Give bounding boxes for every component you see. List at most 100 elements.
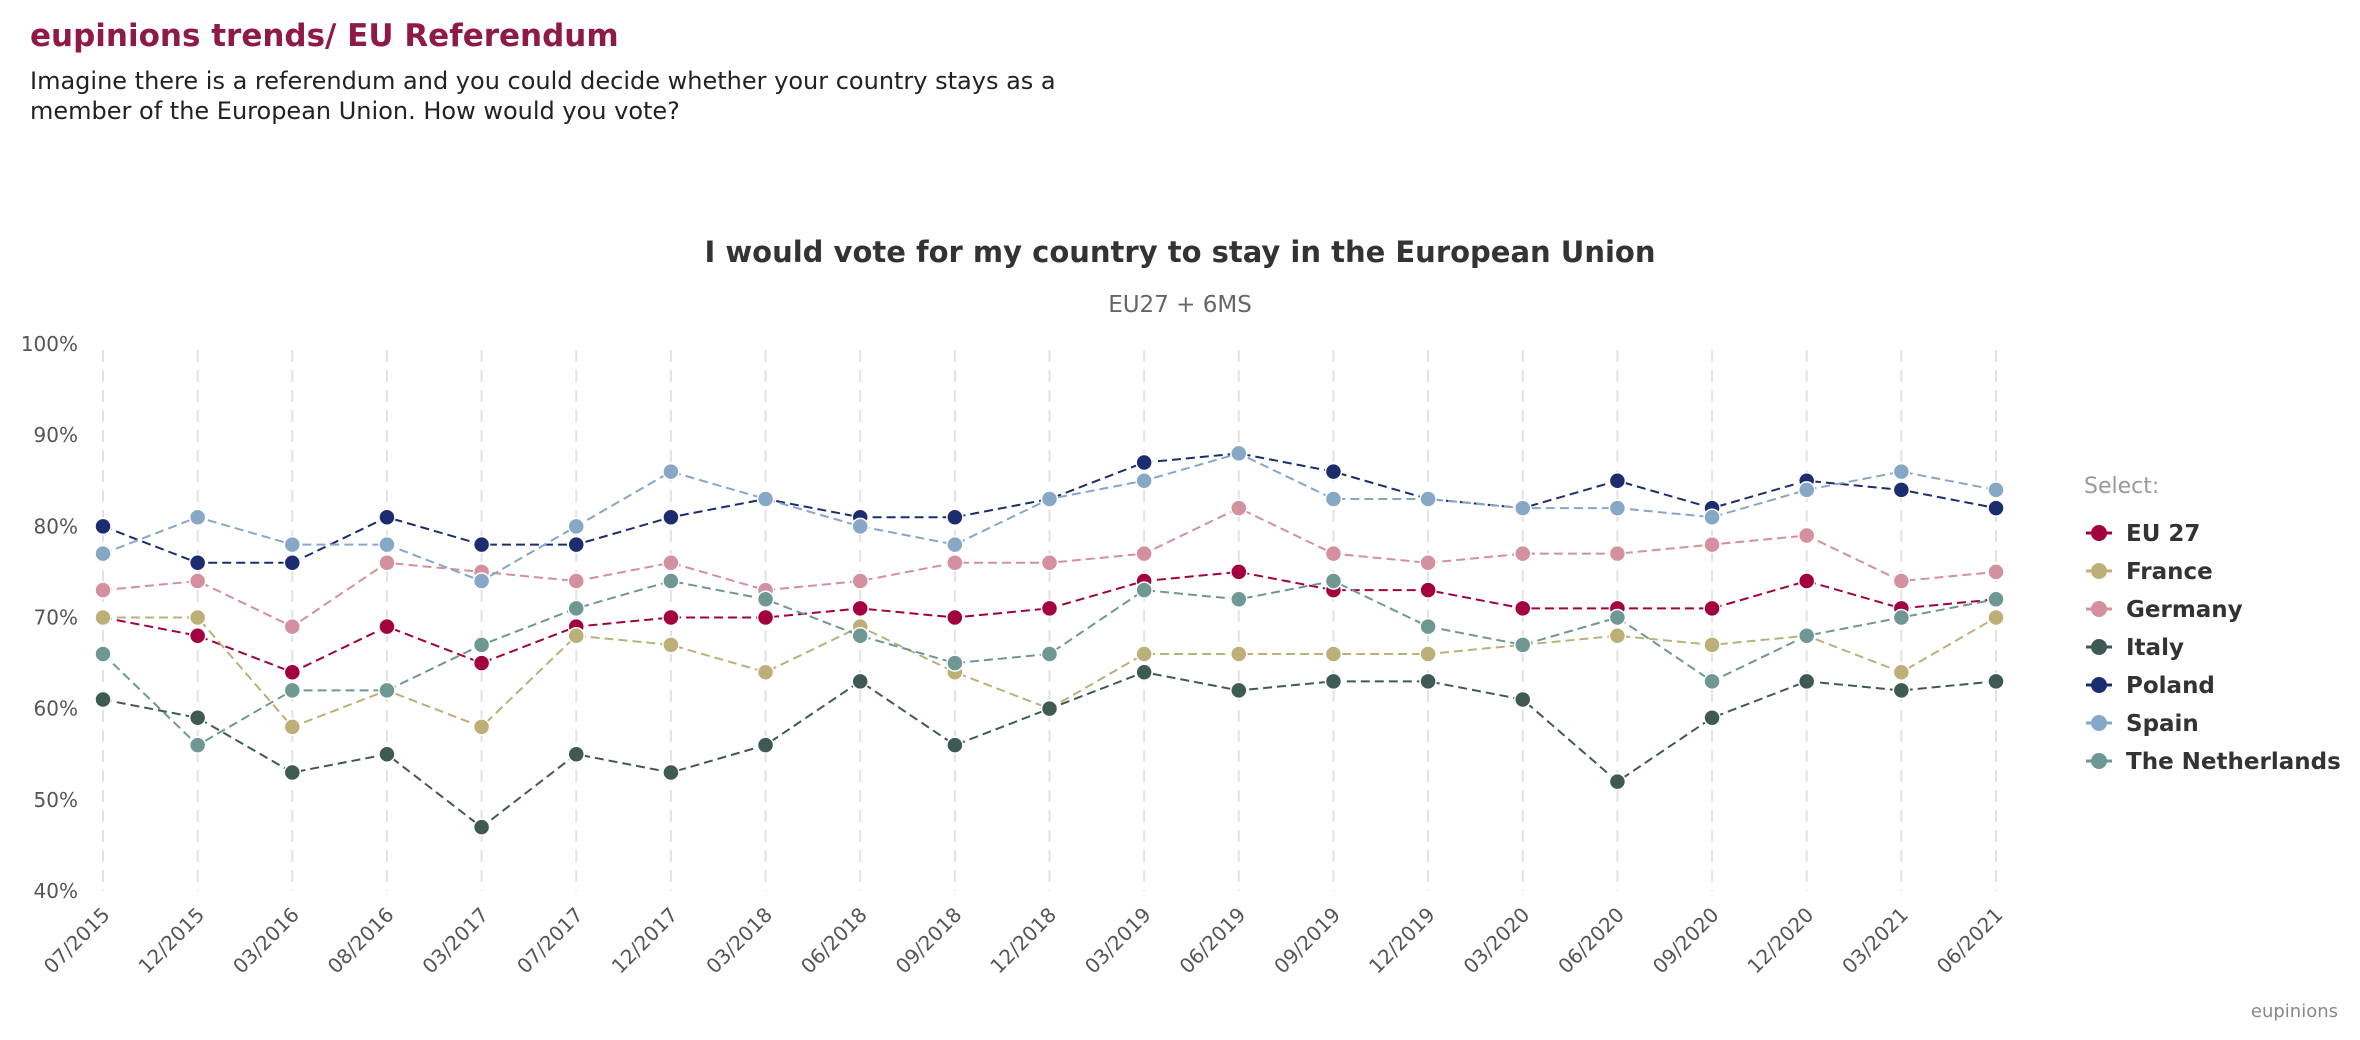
legend-item-france[interactable]: France bbox=[2086, 559, 2213, 585]
data-point[interactable] bbox=[188, 626, 207, 645]
data-point[interactable] bbox=[662, 636, 680, 654]
data-point[interactable] bbox=[188, 736, 207, 754]
data-point[interactable] bbox=[1514, 690, 1532, 709]
data-point[interactable] bbox=[1419, 581, 1437, 599]
data-point[interactable] bbox=[1040, 554, 1059, 572]
data-point[interactable] bbox=[756, 490, 775, 508]
data-point[interactable] bbox=[94, 517, 112, 536]
data-point[interactable] bbox=[1324, 645, 1343, 663]
data-point[interactable] bbox=[94, 581, 112, 599]
data-point[interactable] bbox=[1987, 481, 2005, 499]
data-point[interactable] bbox=[1040, 645, 1059, 663]
data-point[interactable] bbox=[1703, 672, 1721, 691]
data-point[interactable] bbox=[946, 554, 964, 572]
data-point[interactable] bbox=[472, 818, 491, 836]
data-point[interactable] bbox=[1987, 563, 2005, 581]
data-point[interactable] bbox=[283, 663, 302, 681]
data-point[interactable] bbox=[1797, 626, 1816, 645]
data-point[interactable] bbox=[283, 554, 302, 572]
data-point[interactable] bbox=[1608, 626, 1627, 645]
data-point[interactable] bbox=[1230, 590, 1248, 609]
data-point[interactable] bbox=[946, 608, 964, 627]
data-point[interactable] bbox=[1703, 636, 1721, 654]
data-point[interactable] bbox=[1892, 572, 1911, 590]
data-point[interactable] bbox=[1040, 490, 1059, 508]
data-point[interactable] bbox=[188, 554, 207, 572]
data-point[interactable] bbox=[1608, 608, 1627, 627]
data-point[interactable] bbox=[1230, 681, 1248, 700]
data-point[interactable] bbox=[283, 535, 302, 554]
data-point[interactable] bbox=[472, 636, 491, 654]
data-point[interactable] bbox=[1419, 490, 1437, 508]
data-point[interactable] bbox=[378, 508, 396, 526]
data-point[interactable] bbox=[1419, 617, 1437, 636]
data-point[interactable] bbox=[1608, 544, 1627, 563]
data-point[interactable] bbox=[472, 535, 491, 554]
data-point[interactable] bbox=[1324, 572, 1343, 590]
data-point[interactable] bbox=[851, 572, 869, 590]
data-point[interactable] bbox=[472, 654, 491, 672]
data-point[interactable] bbox=[1987, 499, 2005, 517]
data-point[interactable] bbox=[851, 517, 869, 536]
data-point[interactable] bbox=[378, 554, 396, 572]
data-point[interactable] bbox=[378, 617, 396, 636]
data-point[interactable] bbox=[1230, 563, 1248, 581]
data-point[interactable] bbox=[1230, 645, 1248, 663]
legend-item-germany[interactable]: Germany bbox=[2086, 597, 2243, 623]
data-point[interactable] bbox=[283, 718, 302, 736]
data-point[interactable] bbox=[567, 535, 585, 554]
data-point[interactable] bbox=[756, 663, 775, 681]
data-point[interactable] bbox=[1135, 453, 1153, 472]
data-point[interactable] bbox=[567, 517, 585, 536]
data-point[interactable] bbox=[1892, 663, 1911, 681]
data-point[interactable] bbox=[1608, 772, 1627, 791]
data-point[interactable] bbox=[378, 681, 396, 700]
data-point[interactable] bbox=[1514, 636, 1532, 654]
data-point[interactable] bbox=[567, 599, 585, 618]
data-point[interactable] bbox=[1892, 481, 1911, 499]
data-point[interactable] bbox=[188, 608, 207, 627]
data-point[interactable] bbox=[188, 709, 207, 727]
data-point[interactable] bbox=[94, 544, 112, 563]
data-point[interactable] bbox=[1135, 544, 1153, 563]
legend-item-poland[interactable]: Poland bbox=[2086, 673, 2215, 699]
data-point[interactable] bbox=[1892, 462, 1911, 481]
data-point[interactable] bbox=[662, 763, 680, 782]
data-point[interactable] bbox=[756, 590, 775, 609]
data-point[interactable] bbox=[1608, 499, 1627, 517]
data-point[interactable] bbox=[94, 608, 112, 627]
data-point[interactable] bbox=[1324, 490, 1343, 508]
data-point[interactable] bbox=[1135, 645, 1153, 663]
data-point[interactable] bbox=[283, 617, 302, 636]
data-point[interactable] bbox=[1797, 526, 1816, 545]
legend-item-eu-27[interactable]: EU 27 bbox=[2086, 521, 2200, 547]
data-point[interactable] bbox=[851, 626, 869, 645]
data-point[interactable] bbox=[1135, 581, 1153, 599]
data-point[interactable] bbox=[567, 745, 585, 763]
data-point[interactable] bbox=[283, 681, 302, 700]
data-point[interactable] bbox=[567, 572, 585, 590]
data-point[interactable] bbox=[1703, 535, 1721, 554]
data-point[interactable] bbox=[1514, 599, 1532, 618]
legend-item-spain[interactable]: Spain bbox=[2086, 711, 2199, 737]
data-point[interactable] bbox=[1040, 599, 1059, 618]
data-point[interactable] bbox=[756, 736, 775, 754]
data-point[interactable] bbox=[946, 535, 964, 554]
data-point[interactable] bbox=[1324, 544, 1343, 563]
legend-item-the-netherlands[interactable]: The Netherlands bbox=[2086, 749, 2341, 775]
legend-item-italy[interactable]: Italy bbox=[2086, 635, 2184, 661]
data-point[interactable] bbox=[472, 718, 491, 736]
data-point[interactable] bbox=[1419, 645, 1437, 663]
data-point[interactable] bbox=[1419, 554, 1437, 572]
data-point[interactable] bbox=[946, 654, 964, 672]
data-point[interactable] bbox=[1514, 499, 1532, 517]
data-point[interactable] bbox=[1324, 462, 1343, 481]
data-point[interactable] bbox=[188, 508, 207, 526]
data-point[interactable] bbox=[851, 599, 869, 618]
data-point[interactable] bbox=[1419, 672, 1437, 691]
data-point[interactable] bbox=[1797, 672, 1816, 691]
data-point[interactable] bbox=[188, 572, 207, 590]
data-point[interactable] bbox=[283, 763, 302, 782]
data-point[interactable] bbox=[1324, 672, 1343, 691]
data-point[interactable] bbox=[1797, 481, 1816, 499]
